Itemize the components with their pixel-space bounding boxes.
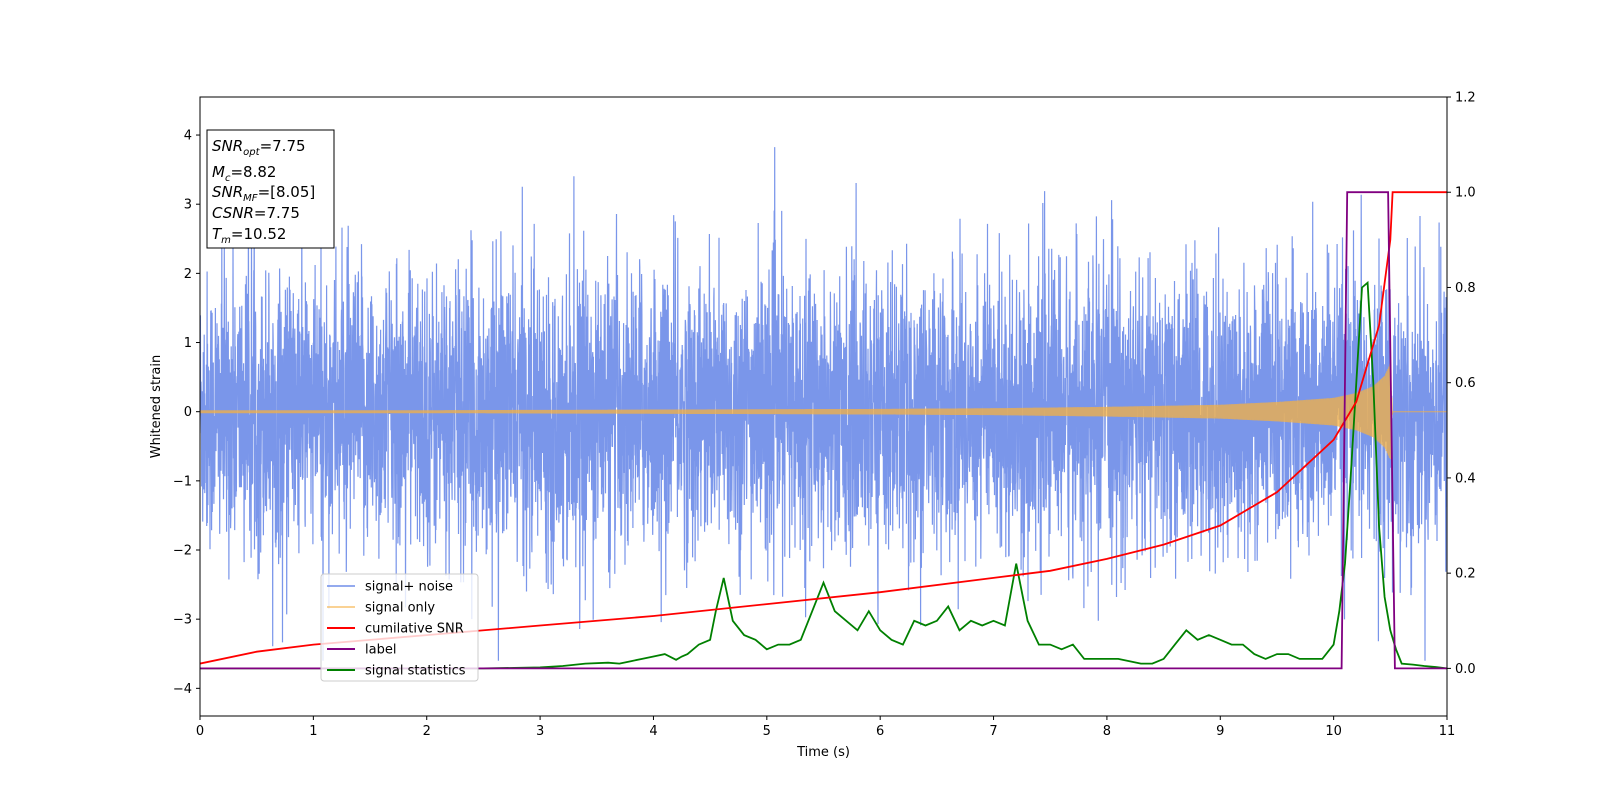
y-right-tick-label: 1.2	[1455, 91, 1476, 106]
series-signal-statistics-line	[200, 280, 1447, 670]
info-tm: Tm=10.52	[212, 225, 286, 246]
axes: 0 1 2 3 4 5 6 7 8 9 10 11 −4 −3 −2 −1 0 1 2 3 4 0.0 0.2 0.4 0.6 0…	[149, 91, 1476, 761]
y-left-tick-label: −2	[173, 544, 192, 559]
legend-label: signal statistics	[365, 664, 466, 679]
x-tick-label: 9	[1216, 724, 1224, 739]
x-axis-label: Time (s)	[796, 745, 850, 760]
legend: signal+ noise signal only cumilative SNR la…	[320, 573, 479, 682]
info-snr-opt: SNRopt=7.75	[212, 137, 306, 158]
x-tick-label: 3	[536, 724, 544, 739]
x-tick-label: 2	[423, 724, 431, 739]
y-left-tick-label: 2	[184, 267, 192, 282]
x-tick-label: 1	[309, 724, 317, 739]
legend-label: signal only	[365, 601, 435, 616]
y-right-tick-label: 0.8	[1455, 281, 1476, 296]
info-csnr: CSNR=7.75	[212, 204, 300, 222]
series-signal-only-line	[200, 364, 1447, 460]
y-left-tick-label: −1	[173, 474, 192, 489]
y-right-tick-label: 1.0	[1455, 186, 1476, 201]
legend-label: cumilative SNR	[365, 622, 464, 637]
x-tick-label: 10	[1325, 724, 1342, 739]
legend-label: signal+ noise	[365, 580, 453, 595]
plot-frame	[199, 96, 1448, 717]
series-signal-noise-line	[200, 147, 1447, 661]
x-tick-label: 4	[649, 724, 657, 739]
y-right-tick-label: 0.4	[1455, 471, 1476, 486]
legend-box	[320, 573, 479, 682]
x-tick-label: 5	[763, 724, 771, 739]
y-left-tick-label: 4	[184, 129, 192, 144]
y-left-tick-label: −4	[173, 682, 192, 697]
series-label-line	[200, 191, 1447, 670]
y-axis-label: Whitened strain	[149, 355, 164, 458]
y-left-tick-label: −3	[173, 613, 192, 628]
x-tick-label: 7	[989, 724, 997, 739]
y-right-tick-label: 0.0	[1455, 662, 1476, 677]
x-tick-label: 6	[876, 724, 884, 739]
y-right-tick-label: 0.2	[1455, 567, 1476, 582]
x-tick-label: 11	[1439, 724, 1456, 739]
x-tick-label: 8	[1103, 724, 1111, 739]
y-left-tick-label: 0	[184, 405, 192, 420]
info-snr-mf: SNRMF=[8.05]	[212, 183, 315, 204]
legend-label: label	[365, 643, 396, 658]
y-left-tick-label: 1	[184, 336, 192, 351]
y-right-tick-label: 0.6	[1455, 376, 1476, 391]
info-mc: Mc=8.82	[212, 163, 276, 184]
info-box-frame	[206, 129, 335, 249]
x-tick-label: 0	[196, 724, 204, 739]
y-left-tick-label: 3	[184, 198, 192, 213]
